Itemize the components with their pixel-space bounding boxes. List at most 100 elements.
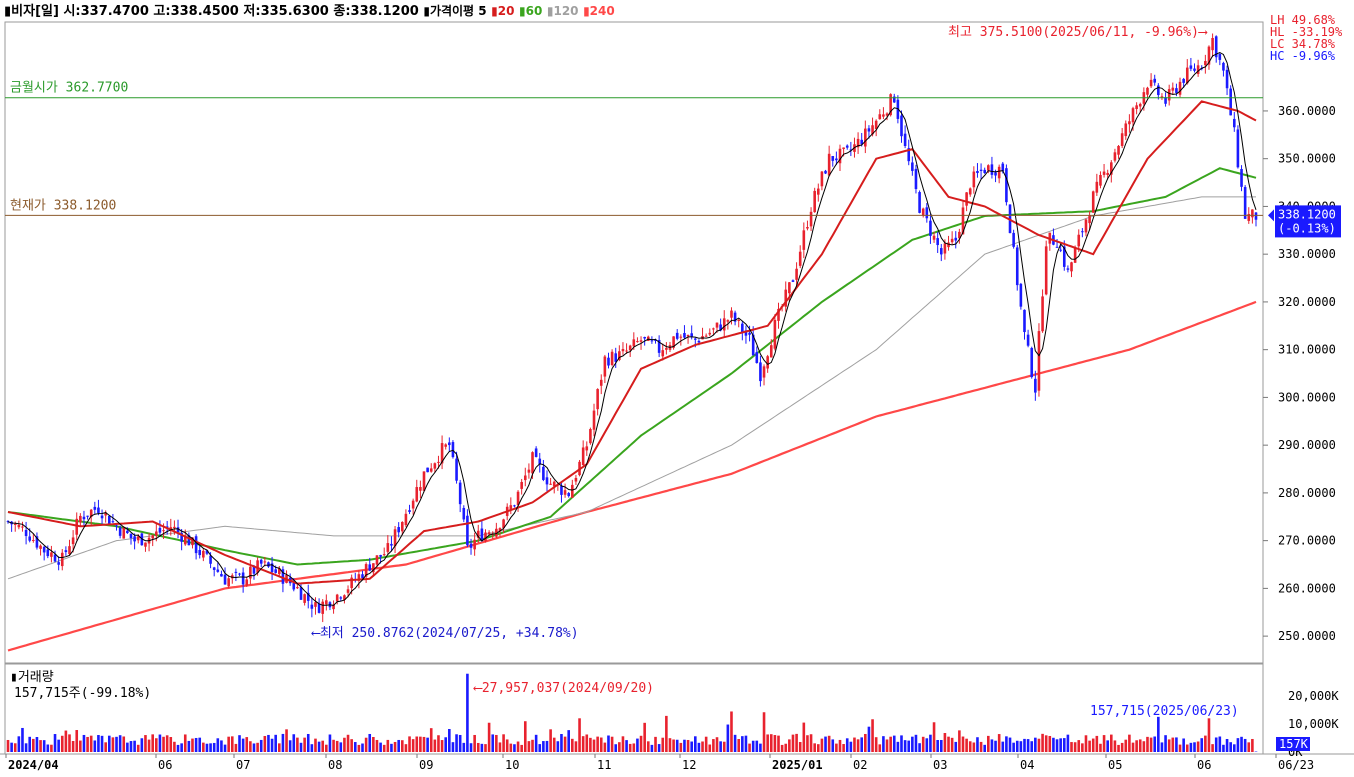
candle-body: [777, 308, 780, 321]
volume-bar: [538, 744, 542, 752]
volume-bar: [249, 741, 252, 752]
candle-body: [104, 512, 107, 516]
volume-bar: [1048, 735, 1052, 752]
volume-bar: [1015, 740, 1019, 752]
candle-body: [375, 555, 379, 565]
current-price-tag-value: 338.1200: [1278, 207, 1336, 221]
candle-body: [618, 351, 621, 361]
candle-body: [585, 446, 589, 451]
volume-bar: [267, 734, 270, 752]
volume-bar: [411, 739, 415, 752]
volume-bar: [936, 739, 939, 752]
volume-bar: [165, 735, 169, 752]
candle-body: [1218, 53, 1222, 60]
volume-bar: [1026, 739, 1030, 752]
volume-bar: [1095, 735, 1099, 752]
candle-body: [1091, 191, 1095, 213]
x-tick-label: 12: [682, 758, 696, 772]
candle-body: [107, 515, 111, 524]
candle-body: [393, 529, 397, 547]
volume-bar: [708, 744, 712, 752]
volume-bar: [979, 741, 983, 752]
candle-body: [994, 172, 997, 176]
volume-bar: [1066, 734, 1070, 752]
candle-body: [35, 536, 39, 548]
current-price-tag-pct: (-0.13%): [1278, 221, 1336, 235]
candle-body: [249, 566, 252, 579]
candle-body: [1055, 246, 1059, 248]
volume-bar: [762, 712, 766, 752]
volume-bar: [523, 721, 527, 752]
current-price-tag-arrow: [1268, 209, 1274, 222]
candle-body: [60, 552, 64, 567]
candle-body: [968, 188, 972, 195]
candle-body: [596, 389, 599, 410]
volume-bar: [903, 740, 907, 752]
candle-body: [538, 458, 542, 465]
candle-body: [686, 334, 690, 337]
volume-bar: [1243, 738, 1247, 752]
candle-body: [411, 500, 415, 509]
volume-bar: [625, 740, 628, 752]
volume-bar: [813, 743, 816, 752]
candle-body: [325, 600, 328, 605]
volume-bar: [6, 739, 10, 752]
candle-body: [462, 507, 466, 520]
ma-title: 가격이평 5: [429, 4, 487, 18]
stats-line: LC 34.78%: [1270, 37, 1336, 51]
volume-bar: [433, 739, 437, 752]
candle-body: [835, 158, 838, 161]
x-tick-label: 11: [597, 758, 611, 772]
volume-bar: [303, 737, 306, 752]
volume-bar: [1218, 736, 1222, 752]
candle-body: [408, 510, 411, 512]
candle-body: [581, 447, 585, 466]
volume-bar: [386, 739, 390, 752]
candle-body: [1247, 213, 1251, 221]
candle-body: [476, 530, 480, 538]
volume-bar: [89, 735, 93, 752]
volume-bar: [299, 742, 303, 752]
candle-body: [57, 562, 60, 565]
ma240-line: [7, 300, 1257, 652]
candle-body: [404, 513, 408, 526]
volume-bar: [136, 744, 140, 752]
volume-bar: [1149, 737, 1153, 752]
ma20-line: [7, 100, 1257, 585]
candle-body: [1157, 85, 1160, 96]
candle-body: [429, 468, 433, 472]
high-annotation: 최고 375.5100(2025/06/11, -9.96%)⟶: [948, 25, 1208, 40]
volume-bar: [104, 742, 107, 752]
candle-body: [592, 410, 596, 430]
volume-bar: [375, 739, 379, 752]
monthly-open-label: 금월시가 362.7700: [10, 81, 128, 96]
volume-bar: [1106, 740, 1109, 752]
candle-body: [650, 340, 654, 342]
candle-body: [281, 569, 285, 584]
candle-body: [513, 505, 516, 507]
volume-bar: [17, 736, 21, 752]
candle-body: [1066, 268, 1070, 270]
volume-bar: [162, 736, 165, 752]
volume-bar: [86, 736, 89, 752]
volume-bar: [683, 739, 686, 752]
volume-bar: [1059, 738, 1062, 752]
volume-bar: [534, 734, 538, 752]
volume-bar: [1153, 736, 1157, 752]
candle-body: [654, 339, 657, 341]
candle-body: [126, 530, 129, 534]
volume-bar: [1124, 739, 1128, 752]
volume-bar: [581, 736, 585, 752]
volume-bar: [1070, 742, 1073, 752]
volume-bar: [32, 738, 35, 752]
high-label: 고: [153, 4, 166, 19]
ma120-layer: [7, 196, 1256, 580]
volume-bar: [589, 737, 592, 752]
volume-bar: [263, 735, 267, 752]
volume-bar: [216, 738, 220, 752]
candle-body: [661, 350, 665, 357]
candle-body: [1037, 331, 1041, 391]
candle-body: [263, 561, 267, 563]
candle-body: [694, 338, 697, 340]
